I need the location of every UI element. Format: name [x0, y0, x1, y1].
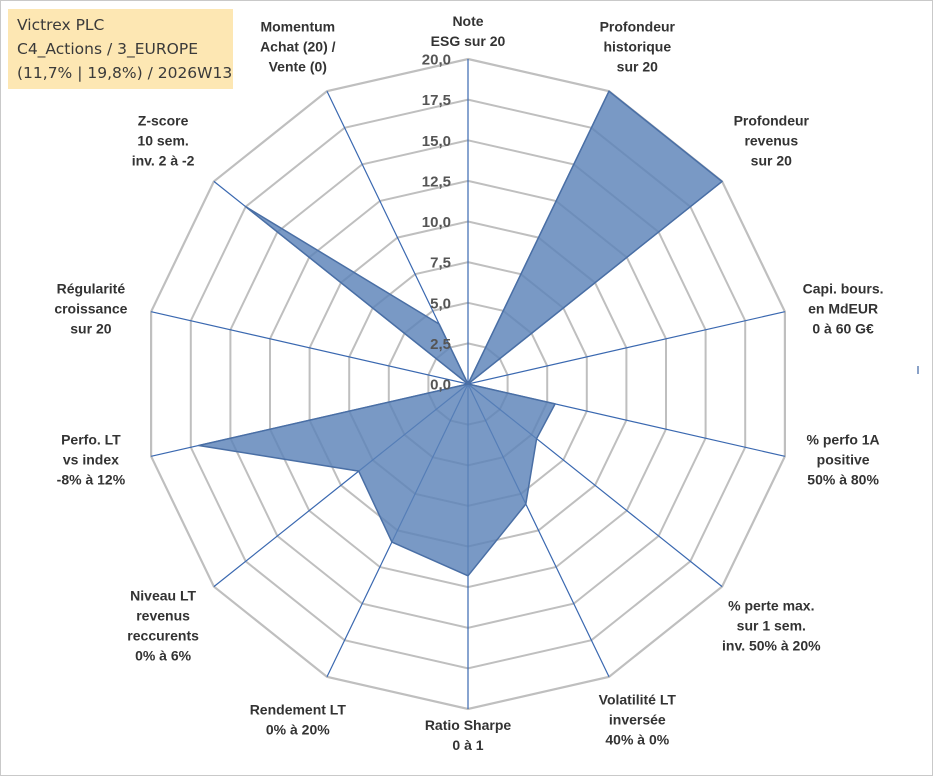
axis-label-line: revenus	[744, 133, 798, 149]
tick-label-0: 0,0	[430, 377, 451, 394]
axis-label-line: Volatilité LT	[599, 691, 677, 707]
tick-label-7: 17,5	[422, 92, 451, 109]
spoke-4	[467, 311, 786, 385]
axis-label-line: inv. 50% à 20%	[722, 637, 821, 653]
axis-label-line: 50% à 80%	[807, 471, 879, 487]
axis-label-line: Note	[452, 13, 483, 29]
axis-label-line: 0% à 20%	[266, 721, 330, 737]
axis-label-line: sur 20	[751, 153, 792, 169]
tick-label-4: 10,0	[422, 214, 451, 231]
axis-label-2: Profondeur historique sur 20	[600, 19, 676, 75]
axis-label-line: croissance	[54, 301, 127, 317]
axis-label-14: Momentum Achat (20) / Vente (0)	[260, 19, 336, 75]
axis-label-line: Profondeur	[734, 113, 810, 129]
axis-label-line: revenus	[136, 607, 190, 623]
axis-label-line: Capi. bours.	[803, 281, 884, 297]
axis-label-line: Achat (20) /	[260, 39, 336, 55]
series-area	[197, 90, 723, 577]
tick-label-6: 15,0	[422, 133, 451, 150]
axis-label-10: Niveau LT revenus reccurents 0% à 6%	[127, 587, 199, 663]
axis-label-line: % perfo 1A	[807, 431, 880, 447]
spoke-12	[150, 311, 469, 385]
resize-handle-mark	[917, 366, 919, 374]
axis-label-line: 40% à 0%	[605, 731, 669, 747]
company-name: Victrex PLC	[17, 16, 105, 34]
axis-label-line: Vente (0)	[269, 59, 327, 75]
axis-label-line: inversée	[609, 711, 666, 727]
axis-label-line: vs index	[63, 451, 119, 467]
axis-label-line: -8% à 12%	[57, 471, 126, 487]
axis-label-11: Perfo. LT vs index -8% à 12%	[57, 431, 126, 487]
axis-label-6: % perte max. sur 1 sem. inv. 50% à 20%	[722, 597, 821, 653]
tick-label-8: 20,0	[422, 52, 451, 69]
axis-label-line: positive	[817, 451, 870, 467]
radial-tick-labels: 0,0 2,5 5,0 7,5 10,0 12,5 15,0 17,5 20,0	[422, 52, 451, 394]
axis-label-line: ESG sur 20	[431, 33, 506, 49]
tick-label-2: 5,0	[430, 295, 451, 312]
axis-label-line: inv. 2 à -2	[132, 153, 195, 169]
axis-label-line: en MdEUR	[808, 301, 878, 317]
axis-label-line: Momentum	[260, 19, 335, 35]
portfolio-category: C4_Actions / 3_EUROPE	[17, 40, 198, 58]
tick-label-3: 7,5	[430, 255, 451, 272]
axis-label-line: historique	[603, 39, 671, 55]
axis-label-5: % perfo 1A positive 50% à 80%	[807, 431, 880, 487]
radar-series	[197, 90, 723, 577]
axis-label-line: Perfo. LT	[61, 431, 121, 447]
axis-label-line: 0 à 60 G€	[812, 321, 874, 337]
axis-label-line: Ratio Sharpe	[425, 717, 512, 733]
axis-label-4: Capi. bours. en MdEUR 0 à 60 G€	[803, 281, 884, 337]
axis-label-line: Régularité	[57, 281, 126, 297]
axis-label-7: Volatilité LT inversée 40% à 0%	[599, 691, 677, 747]
axis-label-9: Rendement LT 0% à 20%	[250, 701, 347, 737]
axis-label-line: Z-score	[138, 113, 189, 129]
tick-label-5: 12,5	[422, 173, 451, 190]
axis-label-line: sur 1 sem.	[737, 617, 806, 633]
tick-label-1: 2,5	[430, 336, 451, 353]
axis-label-line: sur 20	[70, 321, 111, 337]
axis-label-line: Niveau LT	[130, 587, 196, 603]
axis-label-12: Régularité croissance sur 20	[54, 281, 127, 337]
axis-label-13: Z-score 10 sem. inv. 2 à -2	[132, 113, 195, 169]
axis-label-line: 10 sem.	[137, 133, 188, 149]
axis-label-line: sur 20	[617, 59, 658, 75]
axis-label-8: Ratio Sharpe 0 à 1	[425, 717, 512, 753]
performance-week: (11,7% | 19,8%) / 2026W13	[17, 64, 233, 82]
axis-label-line: Profondeur	[600, 19, 676, 35]
info-box: Victrex PLC C4_Actions / 3_EUROPE (11,7%…	[8, 9, 233, 89]
axis-label-line: 0 à 1	[452, 737, 483, 753]
axis-label-line: % perte max.	[728, 597, 814, 613]
axis-label-1: Note ESG sur 20	[431, 13, 506, 49]
axis-labels: Note ESG sur 20 Profondeur historique sur 20…	[54, 13, 883, 753]
axis-label-line: 0% à 6%	[135, 647, 192, 663]
axis-label-line: reccurents	[127, 627, 199, 643]
axis-label-3: Profondeur revenus sur 20	[734, 113, 810, 169]
axis-label-line: Rendement LT	[250, 701, 347, 717]
